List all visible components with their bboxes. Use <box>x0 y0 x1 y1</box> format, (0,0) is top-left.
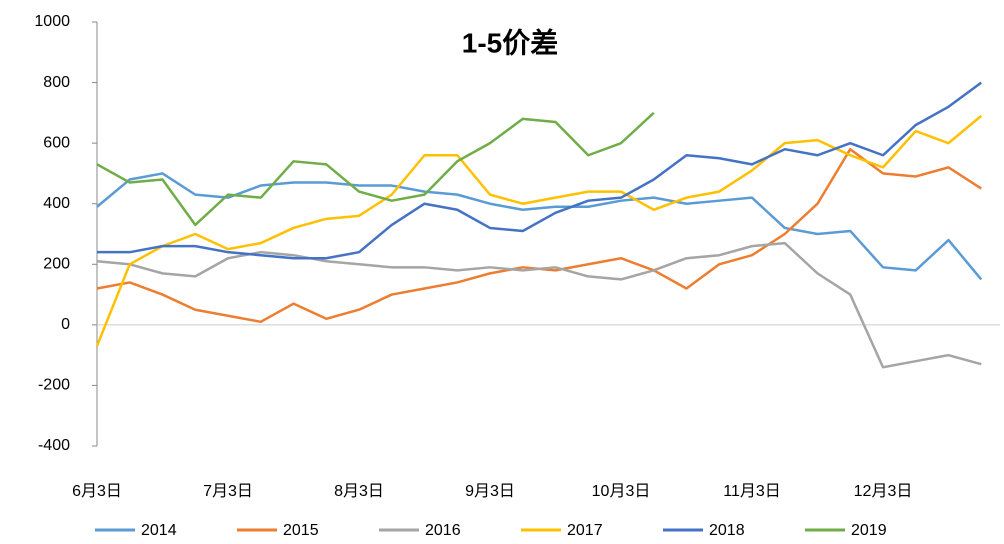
y-tick-label: -400 <box>38 437 70 454</box>
x-tick-label: 11月3日 <box>723 483 781 500</box>
legend-label: 2017 <box>567 522 603 539</box>
x-tick-label: 8月3日 <box>334 483 384 500</box>
series-line <box>95 114 983 347</box>
series-line <box>97 81 982 260</box>
chart-title: 1-5价差 <box>462 26 558 58</box>
y-tick-label: -200 <box>38 377 70 394</box>
legend-label: 2016 <box>425 522 461 539</box>
x-tick-label: 9月3日 <box>465 483 515 500</box>
y-tick-label: 1000 <box>34 13 70 30</box>
legend-label: 2014 <box>141 522 177 539</box>
y-tick-label: 600 <box>43 134 70 151</box>
y-tick-label: 200 <box>43 256 70 273</box>
series-line <box>96 147 982 324</box>
series-line <box>96 241 982 369</box>
x-tick-label: 7月3日 <box>203 483 253 500</box>
y-tick-label: 800 <box>43 74 70 91</box>
x-tick-label: 6月3日 <box>72 483 122 500</box>
x-tick-label: 10月3日 <box>592 483 651 500</box>
y-tick-label: 400 <box>43 195 70 212</box>
x-tick-label: 12月3日 <box>854 483 913 500</box>
legend-label: 2018 <box>709 522 745 539</box>
legend-label: 2019 <box>851 522 887 539</box>
series-line <box>96 111 655 227</box>
y-tick-label: 0 <box>61 316 70 333</box>
series-line <box>96 172 983 281</box>
legend-label: 2015 <box>283 522 319 539</box>
